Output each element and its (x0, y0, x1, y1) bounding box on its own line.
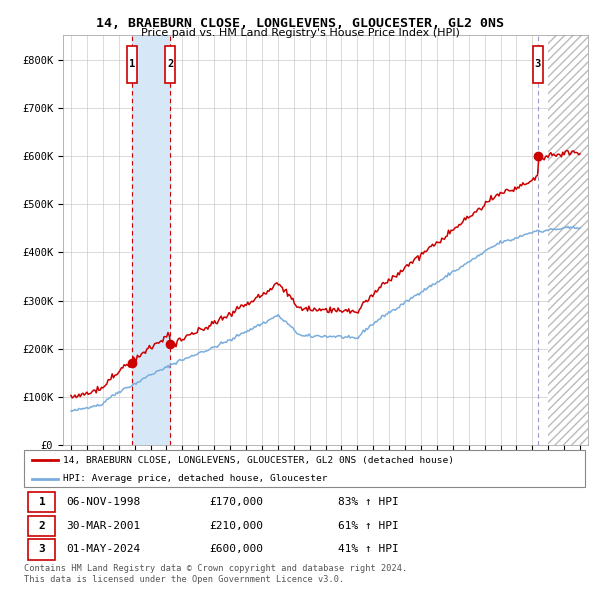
Bar (127, 46, 137, 83)
Bar (28, 539, 55, 559)
Text: 41% ↑ HPI: 41% ↑ HPI (338, 545, 399, 555)
Text: 1: 1 (38, 497, 46, 507)
Text: 2: 2 (167, 60, 173, 70)
Text: 2: 2 (38, 521, 46, 530)
Text: £600,000: £600,000 (209, 545, 263, 555)
Text: 30-MAR-2001: 30-MAR-2001 (66, 521, 140, 530)
Bar (533, 46, 543, 83)
Text: HPI: Average price, detached house, Gloucester: HPI: Average price, detached house, Glou… (63, 474, 328, 483)
Text: 3: 3 (38, 545, 46, 555)
Text: This data is licensed under the Open Government Licence v3.0.: This data is licensed under the Open Gov… (24, 575, 344, 584)
Text: 01-MAY-2024: 01-MAY-2024 (66, 545, 140, 555)
Bar (548, 35, 588, 445)
Text: £170,000: £170,000 (209, 497, 263, 507)
Bar (28, 516, 55, 536)
Text: 06-NOV-1998: 06-NOV-1998 (66, 497, 140, 507)
Bar (28, 492, 55, 512)
Text: 1: 1 (129, 60, 135, 70)
Bar (132, 35, 170, 445)
Text: 14, BRAEBURN CLOSE, LONGLEVENS, GLOUCESTER, GL2 0NS: 14, BRAEBURN CLOSE, LONGLEVENS, GLOUCEST… (96, 17, 504, 30)
Text: 61% ↑ HPI: 61% ↑ HPI (338, 521, 399, 530)
Text: Contains HM Land Registry data © Crown copyright and database right 2024.: Contains HM Land Registry data © Crown c… (24, 564, 407, 573)
Text: 83% ↑ HPI: 83% ↑ HPI (338, 497, 399, 507)
Text: 14, BRAEBURN CLOSE, LONGLEVENS, GLOUCESTER, GL2 0NS (detached house): 14, BRAEBURN CLOSE, LONGLEVENS, GLOUCEST… (63, 456, 454, 465)
Text: 3: 3 (535, 60, 541, 70)
Text: £210,000: £210,000 (209, 521, 263, 530)
Text: Price paid vs. HM Land Registry's House Price Index (HPI): Price paid vs. HM Land Registry's House … (140, 28, 460, 38)
Bar (165, 46, 175, 83)
